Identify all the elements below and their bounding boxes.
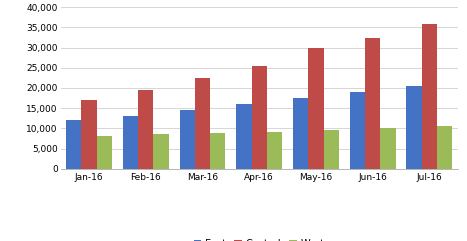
Bar (236, 104, 252, 169)
Bar (350, 92, 365, 169)
Bar (97, 136, 112, 169)
Bar (252, 66, 267, 169)
Bar (195, 78, 210, 169)
Legend: East, Central, West: East, Central, West (190, 235, 329, 241)
Bar (365, 38, 380, 169)
Bar (422, 24, 437, 169)
Bar (210, 133, 226, 169)
Bar (138, 90, 154, 169)
Bar (308, 48, 324, 169)
Bar (406, 86, 422, 169)
Bar (123, 116, 138, 169)
Bar (324, 130, 339, 169)
Bar (154, 134, 169, 169)
Bar (380, 127, 396, 169)
Bar (267, 132, 282, 169)
Bar (66, 120, 81, 169)
Bar (293, 98, 308, 169)
Bar (437, 126, 452, 169)
Bar (179, 110, 195, 169)
Bar (81, 100, 97, 169)
